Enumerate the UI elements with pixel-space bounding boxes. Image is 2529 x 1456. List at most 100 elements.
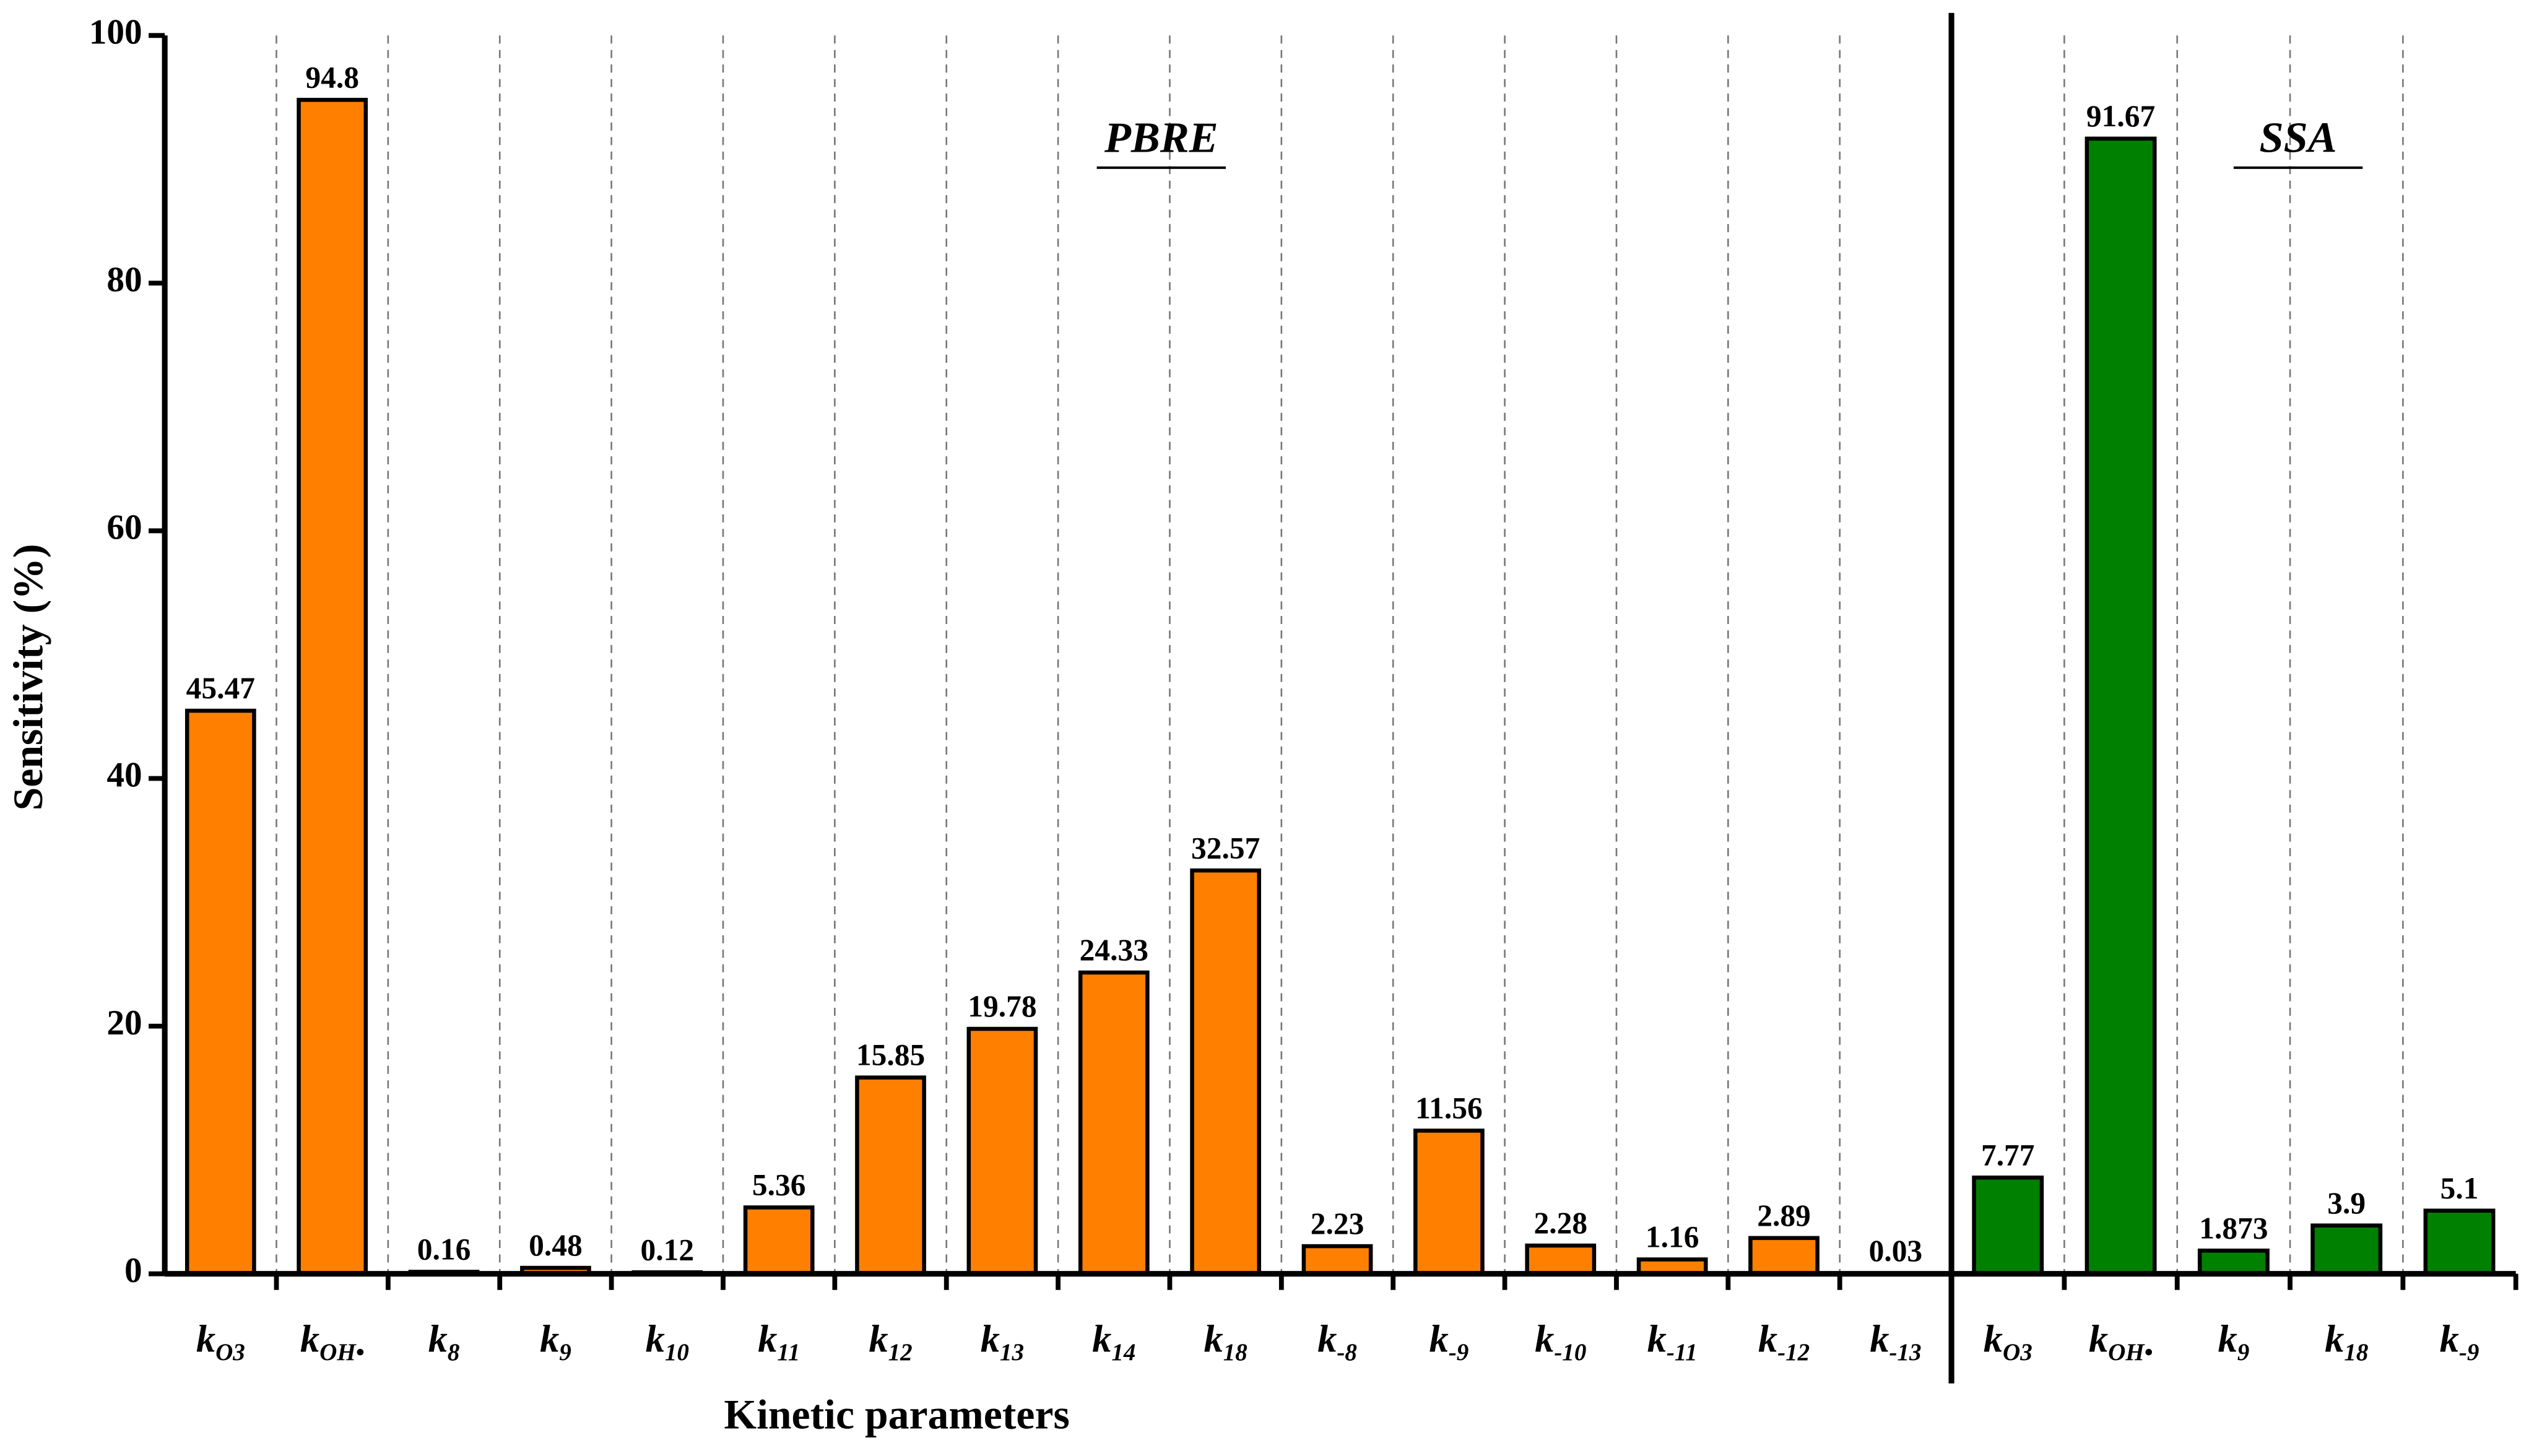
category-base: k xyxy=(300,1317,319,1361)
category-base: k xyxy=(1204,1317,1223,1361)
x-tick-label: k-9 xyxy=(1429,1317,1469,1366)
value-label: 2.23 xyxy=(1311,1207,1364,1241)
bar xyxy=(1972,1175,2044,1276)
bar xyxy=(1748,1236,1820,1276)
category-subscript: 18 xyxy=(1223,1339,1247,1366)
category-base: k xyxy=(981,1317,1000,1361)
value-label: 15.85 xyxy=(856,1038,925,1072)
x-tick-label: kOH• xyxy=(2089,1317,2153,1366)
y-tick-label: 0 xyxy=(124,1251,142,1290)
x-axis-title: Kinetic parameters xyxy=(724,1392,1069,1438)
x-tick-label: k14 xyxy=(1092,1317,1135,1366)
y-tick-label: 80 xyxy=(106,261,142,300)
category-subscript: 10 xyxy=(665,1339,689,1366)
category-subscript: -9 xyxy=(2459,1339,2479,1366)
category-subscript: 9 xyxy=(2237,1339,2250,1366)
category-base: k xyxy=(758,1317,777,1361)
x-tick-label: k18 xyxy=(1204,1317,1247,1366)
category-subscript: OH• xyxy=(2108,1339,2153,1366)
bar xyxy=(966,1026,1038,1276)
category-subscript: 18 xyxy=(2344,1339,2368,1366)
bar xyxy=(2310,1223,2383,1276)
x-tick-label: k8 xyxy=(428,1317,460,1366)
x-tick-label: k-12 xyxy=(1758,1317,1810,1366)
category-base: k xyxy=(1317,1317,1337,1361)
bar xyxy=(743,1205,815,1276)
category-base: k xyxy=(428,1317,448,1361)
value-label: 5.1 xyxy=(2440,1171,2479,1205)
bar xyxy=(1525,1243,1597,1276)
bar xyxy=(1190,868,1262,1276)
category-subscript: 12 xyxy=(888,1339,913,1366)
category-base: k xyxy=(2089,1317,2108,1361)
category-base: k xyxy=(196,1317,215,1361)
x-tick-label: k-10 xyxy=(1535,1317,1586,1366)
x-tick-label: k11 xyxy=(758,1317,800,1366)
value-label: 0.16 xyxy=(417,1233,471,1267)
x-tick-label: kOH• xyxy=(300,1317,364,1366)
category-base: k xyxy=(540,1317,559,1361)
category-subscript: OH• xyxy=(319,1339,364,1366)
category-subscript: O3 xyxy=(2003,1339,2032,1366)
category-subscript: -10 xyxy=(1554,1339,1586,1366)
x-tick-label: kO3 xyxy=(1984,1317,2032,1366)
x-tick-label: k13 xyxy=(981,1317,1024,1366)
category-base: k xyxy=(646,1317,665,1361)
y-tick-label: 100 xyxy=(89,12,142,51)
value-label: 11.56 xyxy=(1415,1091,1483,1125)
category-subscript: -12 xyxy=(1777,1339,1810,1366)
value-label: 2.28 xyxy=(1533,1206,1587,1240)
category-base: k xyxy=(2440,1317,2459,1361)
bar xyxy=(2423,1208,2496,1276)
x-tick-label: k10 xyxy=(646,1317,689,1366)
category-subscript: 9 xyxy=(559,1339,571,1366)
x-tick-label: kO3 xyxy=(196,1317,245,1366)
category-subscript: -9 xyxy=(1449,1339,1469,1366)
bar xyxy=(2084,136,2157,1276)
y-tick-label: 40 xyxy=(106,756,142,795)
x-tick-label: k18 xyxy=(2325,1317,2368,1366)
y-tick-label: 20 xyxy=(106,1003,142,1042)
value-label: 19.78 xyxy=(968,989,1036,1023)
panel-label: SSA xyxy=(2260,113,2337,162)
value-label: 3.9 xyxy=(2327,1186,2366,1220)
y-tick-label: 60 xyxy=(106,508,142,547)
value-label: 0.12 xyxy=(641,1233,695,1267)
value-label: 94.8 xyxy=(305,60,359,94)
value-label: 2.89 xyxy=(1757,1198,1811,1233)
value-label: 24.33 xyxy=(1080,933,1148,967)
category-subscript: -13 xyxy=(1889,1339,1921,1366)
value-label: 1.873 xyxy=(2199,1211,2268,1245)
category-base: k xyxy=(1758,1317,1777,1361)
value-label: 45.47 xyxy=(186,671,255,705)
value-label: 91.67 xyxy=(2086,99,2155,133)
value-label: 32.57 xyxy=(1191,831,1260,865)
category-subscript: -8 xyxy=(1337,1339,1357,1366)
panel-label: PBRE xyxy=(1104,113,1218,162)
category-base: k xyxy=(1870,1317,1889,1361)
category-subscript: O3 xyxy=(215,1339,245,1366)
category-subscript: 11 xyxy=(777,1339,800,1366)
category-base: k xyxy=(2325,1317,2344,1361)
y-axis-title: Sensitivity (%) xyxy=(5,544,51,811)
value-label: 5.36 xyxy=(752,1168,806,1202)
x-tick-label: k12 xyxy=(869,1317,912,1366)
category-base: k xyxy=(869,1317,888,1361)
category-base: k xyxy=(1092,1317,1111,1361)
value-label: 0.48 xyxy=(529,1228,583,1262)
x-tick-label: k-9 xyxy=(2440,1317,2479,1366)
bar xyxy=(184,708,256,1276)
x-tick-label: k-13 xyxy=(1870,1317,1921,1366)
value-label: 0.03 xyxy=(1869,1234,1923,1268)
x-tick-label: k9 xyxy=(540,1317,571,1366)
category-base: k xyxy=(2218,1317,2237,1361)
category-subscript: 13 xyxy=(1000,1339,1024,1366)
x-tick-label: k-8 xyxy=(1317,1317,1357,1366)
category-subscript: 8 xyxy=(448,1339,460,1366)
bar xyxy=(297,98,368,1276)
bar xyxy=(2197,1248,2270,1276)
category-base: k xyxy=(1535,1317,1554,1361)
value-label: 1.16 xyxy=(1646,1220,1699,1254)
category-subscript: 14 xyxy=(1111,1339,1135,1366)
